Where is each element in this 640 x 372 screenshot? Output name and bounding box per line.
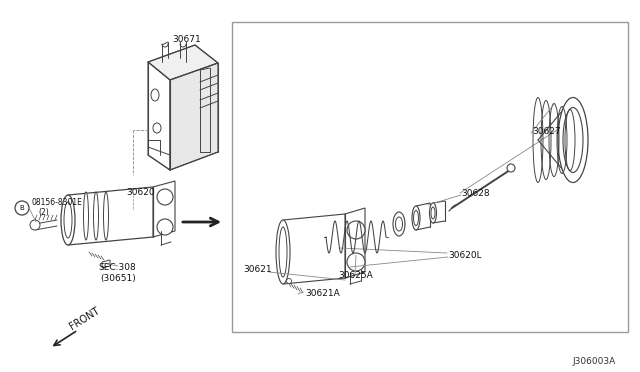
Polygon shape bbox=[148, 45, 218, 80]
Polygon shape bbox=[170, 63, 218, 170]
Ellipse shape bbox=[279, 227, 287, 277]
Ellipse shape bbox=[412, 206, 420, 230]
Circle shape bbox=[15, 201, 29, 215]
Text: B: B bbox=[20, 205, 24, 211]
Text: 30621A: 30621A bbox=[305, 289, 340, 298]
Text: (2): (2) bbox=[38, 208, 49, 217]
Circle shape bbox=[30, 220, 40, 230]
Text: 30627: 30627 bbox=[532, 126, 561, 135]
Ellipse shape bbox=[276, 220, 290, 284]
Ellipse shape bbox=[153, 123, 161, 133]
Polygon shape bbox=[148, 62, 170, 170]
Text: 30628: 30628 bbox=[461, 189, 490, 198]
Circle shape bbox=[287, 279, 291, 283]
Text: SEC.308: SEC.308 bbox=[98, 263, 136, 273]
Circle shape bbox=[157, 219, 173, 235]
Text: 30621: 30621 bbox=[243, 266, 271, 275]
Polygon shape bbox=[153, 181, 175, 237]
Ellipse shape bbox=[563, 108, 583, 173]
Polygon shape bbox=[232, 22, 628, 332]
Circle shape bbox=[157, 189, 173, 205]
Circle shape bbox=[347, 253, 365, 271]
Ellipse shape bbox=[558, 97, 588, 183]
Ellipse shape bbox=[64, 202, 72, 238]
Ellipse shape bbox=[396, 217, 403, 231]
Text: 30625A: 30625A bbox=[338, 272, 372, 280]
Ellipse shape bbox=[93, 192, 99, 240]
Text: 08156-8301E: 08156-8301E bbox=[32, 198, 83, 206]
Circle shape bbox=[347, 221, 365, 239]
Text: (30651): (30651) bbox=[100, 273, 136, 282]
Ellipse shape bbox=[413, 211, 419, 225]
Ellipse shape bbox=[393, 212, 405, 236]
Ellipse shape bbox=[429, 203, 436, 223]
Circle shape bbox=[507, 164, 515, 172]
Ellipse shape bbox=[83, 192, 88, 240]
Polygon shape bbox=[102, 260, 110, 268]
Text: 30620L: 30620L bbox=[448, 250, 482, 260]
Ellipse shape bbox=[61, 195, 75, 245]
Text: FRONT: FRONT bbox=[68, 306, 102, 332]
Text: 30620: 30620 bbox=[126, 187, 155, 196]
Text: 30671: 30671 bbox=[172, 35, 201, 44]
Ellipse shape bbox=[104, 192, 109, 240]
Ellipse shape bbox=[431, 207, 435, 219]
Ellipse shape bbox=[151, 89, 159, 101]
Polygon shape bbox=[345, 208, 365, 278]
Text: J306003A: J306003A bbox=[572, 357, 615, 366]
